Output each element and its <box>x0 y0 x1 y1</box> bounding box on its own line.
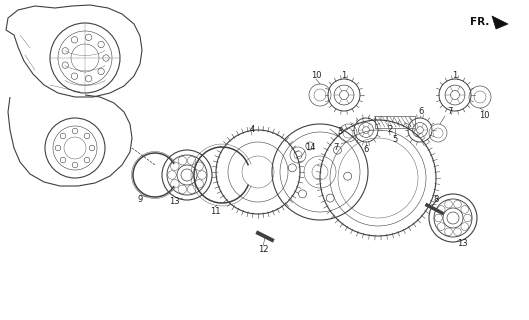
Text: 13: 13 <box>169 197 179 206</box>
Text: 14: 14 <box>305 143 315 153</box>
Text: 10: 10 <box>311 70 321 79</box>
Text: 13: 13 <box>457 239 467 249</box>
Text: 9: 9 <box>138 196 143 204</box>
Text: 5: 5 <box>393 135 398 145</box>
Text: 11: 11 <box>210 207 220 217</box>
Text: 7: 7 <box>448 108 453 116</box>
Text: 10: 10 <box>479 110 489 119</box>
Text: 3: 3 <box>338 127 343 137</box>
Text: 6: 6 <box>418 108 424 116</box>
Text: 8: 8 <box>433 196 439 204</box>
Text: 7: 7 <box>333 143 339 153</box>
Text: 2: 2 <box>387 125 393 134</box>
Text: 6: 6 <box>363 146 369 155</box>
Text: 1: 1 <box>341 70 346 79</box>
Text: 12: 12 <box>258 245 268 254</box>
Text: 4: 4 <box>249 125 254 134</box>
Polygon shape <box>492 16 508 29</box>
Text: 1: 1 <box>452 70 458 79</box>
Text: FR.: FR. <box>470 17 489 27</box>
